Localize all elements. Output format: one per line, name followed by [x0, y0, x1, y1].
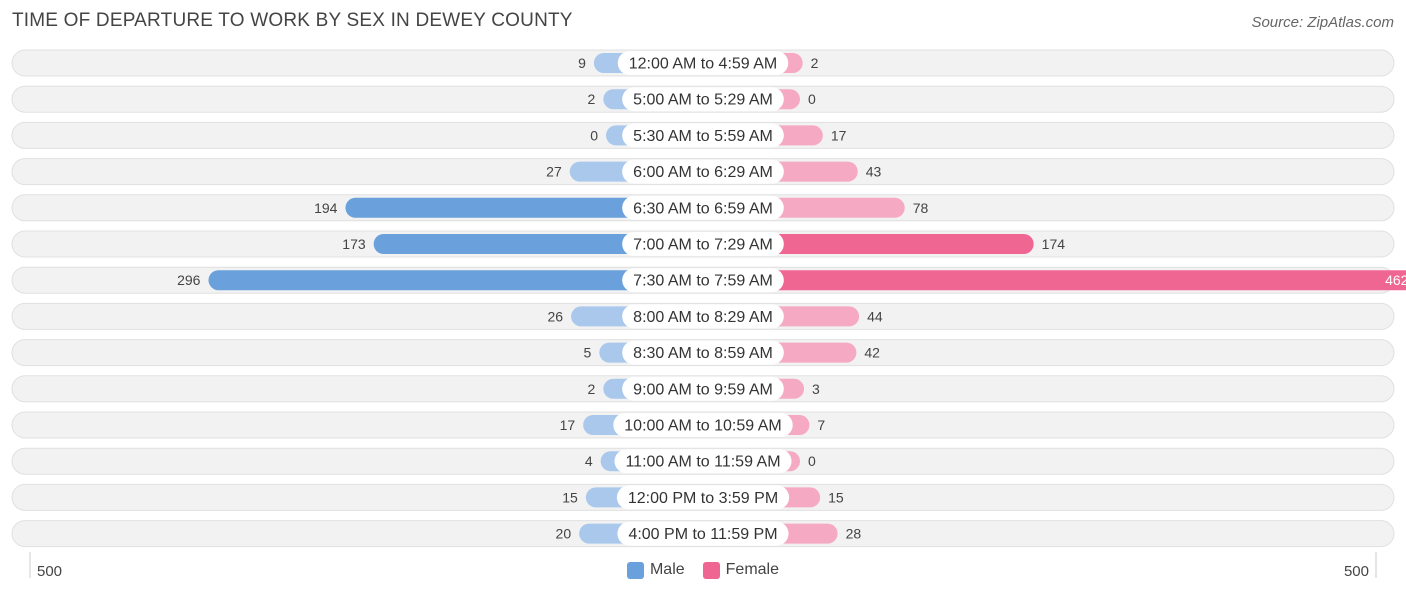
value-label-female: 3: [812, 381, 820, 397]
value-label-female: 7: [817, 417, 825, 433]
value-label-female: 15: [828, 489, 844, 505]
legend: Male Female: [0, 561, 1406, 579]
category-label: 9:00 AM to 9:59 AM: [633, 381, 773, 398]
category-label: 6:30 AM to 6:59 AM: [633, 200, 773, 217]
category-label: 10:00 AM to 10:59 AM: [624, 418, 781, 435]
axis-right-label: 500: [1343, 563, 1369, 580]
bar-male: [345, 197, 703, 218]
category-label-bg: [614, 449, 792, 474]
bar-male: [208, 270, 704, 291]
source-label: Source: ZipAtlas.com: [1251, 14, 1394, 31]
value-label-female: 2: [811, 55, 819, 71]
category-label-bg: [622, 123, 784, 148]
category-label: 8:00 AM to 8:29 AM: [633, 309, 773, 326]
value-label-female: 43: [866, 164, 882, 180]
axis-left-label: 500: [37, 563, 63, 580]
category-label-bg: [622, 376, 784, 401]
value-label-female: 17: [831, 127, 847, 143]
value-label-male: 2: [588, 91, 596, 107]
category-label: 8:30 AM to 8:59 AM: [633, 345, 773, 362]
value-label-male: 296: [177, 272, 201, 288]
value-label-male: 27: [546, 164, 562, 180]
legend-swatch-female: [702, 561, 720, 579]
category-label-bg: [616, 485, 790, 510]
category-label-bg: [613, 413, 793, 437]
value-label-female: 462: [1385, 272, 1406, 288]
category-label-bg: [622, 304, 784, 329]
category-label: 7:00 AM to 7:29 AM: [633, 237, 773, 254]
value-label-male: 26: [548, 308, 564, 324]
value-label-male: 5: [583, 345, 591, 361]
value-label-female: 174: [1042, 236, 1066, 252]
legend-item-male[interactable]: Male: [626, 561, 685, 579]
value-label-female: 0: [808, 453, 816, 469]
category-label: 7:30 AM to 7:59 AM: [633, 273, 773, 290]
value-label-male: 4: [585, 453, 593, 469]
category-label: 12:00 PM to 3:59 PM: [628, 490, 778, 507]
bar-female: [703, 234, 1034, 254]
value-label-female: 0: [808, 91, 816, 107]
category-label-bg: [622, 232, 784, 256]
category-label-bg: [617, 51, 789, 75]
category-label: 5:00 AM to 5:29 AM: [633, 92, 773, 109]
legend-label-male: Male: [649, 561, 685, 578]
category-label-bg: [617, 521, 789, 546]
value-label-female: 42: [864, 345, 880, 361]
category-label-bg: [622, 159, 784, 184]
value-label-female: 28: [846, 526, 862, 542]
value-label-male: 194: [314, 200, 338, 216]
category-label: 12:00 AM to 4:59 AM: [629, 56, 778, 73]
category-label-bg: [622, 87, 784, 112]
value-label-male: 0: [590, 127, 598, 143]
category-label: 6:00 AM to 6:29 AM: [633, 164, 773, 181]
value-label-male: 20: [556, 526, 572, 542]
category-label: 4:00 PM to 11:59 PM: [628, 526, 777, 543]
value-label-female: 78: [913, 200, 929, 216]
category-label-bg: [622, 195, 784, 220]
value-label-female: 44: [867, 308, 883, 324]
legend-item-female[interactable]: Female: [702, 561, 780, 579]
bar-male: [373, 234, 703, 254]
category-label: 11:00 AM to 11:59 AM: [625, 454, 780, 471]
category-label-bg: [622, 268, 784, 293]
value-label-male: 17: [560, 417, 576, 433]
legend-label-female: Female: [725, 561, 780, 578]
category-label-bg: [622, 340, 784, 365]
value-label-male: 9: [578, 55, 586, 71]
value-label-male: 173: [342, 236, 366, 252]
value-label-male: 15: [562, 489, 578, 505]
chart-title: TIME OF DEPARTURE TO WORK BY SEX IN DEWE…: [12, 10, 573, 31]
value-label-male: 2: [588, 381, 596, 397]
bar-female: [703, 270, 1406, 291]
legend-swatch-male: [626, 561, 644, 579]
category-label: 5:30 AM to 5:59 AM: [633, 128, 773, 145]
